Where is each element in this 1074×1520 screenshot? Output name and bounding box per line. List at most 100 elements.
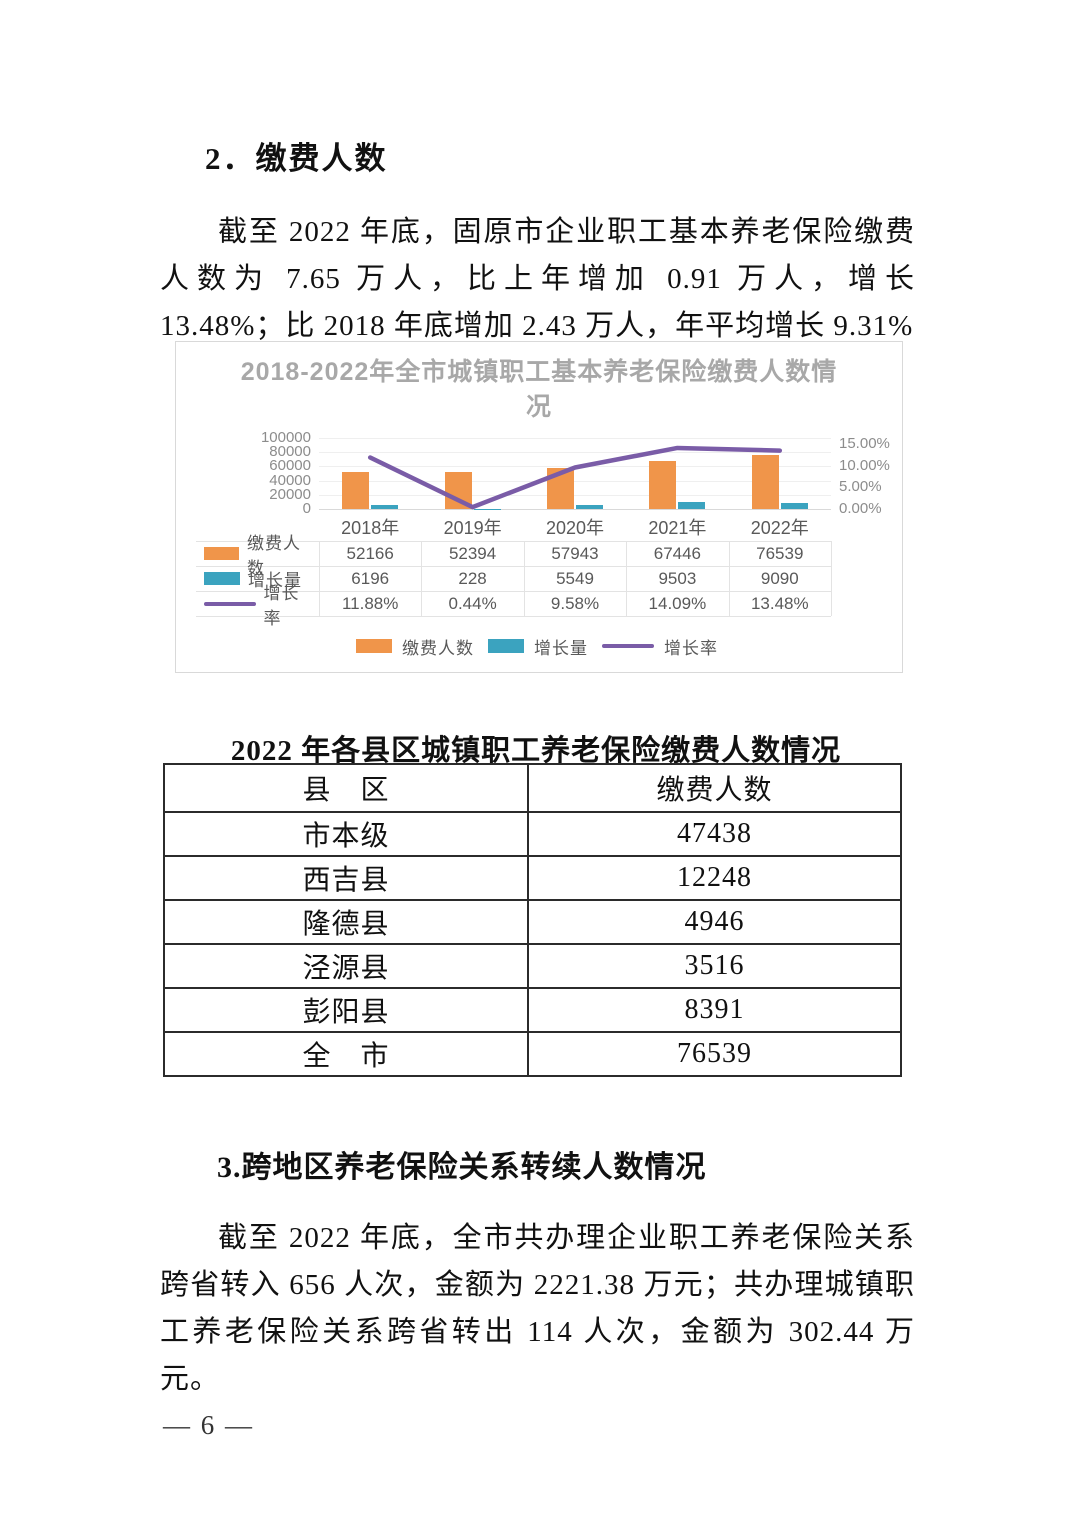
legend-line-swatch-增长率 <box>602 644 654 648</box>
bar-缴费人数 <box>751 454 779 509</box>
section-3-heading: 3.跨地区养老保险关系转续人数情况 <box>217 1151 707 1184</box>
right-axis-tick-label: 0.00% <box>839 500 882 517</box>
chart-table-cell: 5549 <box>556 569 594 588</box>
legend-swatch-缴费人数 <box>356 639 392 653</box>
chart-table-gridline <box>626 541 628 616</box>
chart-table-gridline <box>196 541 831 542</box>
chart-table-cell: 14.09% <box>648 594 707 613</box>
left-axis-tick-label: 100000 <box>260 429 311 446</box>
chart-table-cell: 0.44% <box>448 594 497 613</box>
chart-table-cell: 9090 <box>760 569 799 588</box>
chart-table-cell: 9.58% <box>550 594 600 613</box>
chart-table-gridline <box>523 541 525 616</box>
chart-table-gridline <box>421 541 423 616</box>
left-axis-tick-label: 20000 <box>269 485 311 503</box>
bar-增长量 <box>371 504 399 509</box>
chart-series-label: 增长率 <box>263 583 300 628</box>
chart-legend: 缴费人数 增长量 增长率 <box>176 634 902 658</box>
chart-series-label: 缴费人数 <box>247 533 301 578</box>
left-axis-tick-label: 0 <box>302 500 311 517</box>
table-row: 彭阳县 8391 <box>162 987 902 1033</box>
bar-增长量 <box>576 505 603 509</box>
table-row: 全 市 76539 <box>162 1031 902 1077</box>
bar-swatch-增长量 <box>204 572 240 585</box>
chart-title: 2018-2022年全市城镇职工基本养老保险缴费人数情况 <box>240 358 838 421</box>
table-row: 泾源县 3516 <box>162 943 902 989</box>
gridline <box>319 452 831 454</box>
right-axis-tick-label: 5.00% <box>839 478 882 496</box>
line-swatch-增长率 <box>204 601 256 606</box>
county-name: 西吉县 <box>162 855 530 901</box>
bar-缴费人数 <box>547 467 574 509</box>
county-value: 4946 <box>527 899 902 945</box>
county-value: 76539 <box>527 1031 902 1077</box>
section-2-heading: 2．缴费人数 <box>205 141 388 176</box>
chart-series-label: 增长量 <box>248 571 302 590</box>
table-row: 市本级 47438 <box>162 811 902 857</box>
bar-swatch-缴费人数 <box>204 547 239 560</box>
county-name: 市本级 <box>162 811 530 857</box>
county-value: 3516 <box>527 943 902 989</box>
county-header-count: 缴费人数 <box>527 763 902 813</box>
bar-增长量 <box>780 502 808 509</box>
chart-table-gridline <box>831 541 832 616</box>
chart-table-cell: 13.48% <box>750 594 809 613</box>
county-value: 47438 <box>527 811 902 857</box>
chart-table-cell: 57943 <box>551 544 599 563</box>
legend-label: 增长率 <box>664 638 718 658</box>
left-axis-tick-label: 60000 <box>269 457 311 475</box>
chart-table-cell: 76539 <box>756 544 804 563</box>
table-row: 西吉县 12248 <box>162 855 902 901</box>
chart-table-series-key: 缴费人数 <box>204 534 317 578</box>
section-2-paragraph: 截至 2022 年底，固原市企业职工基本养老保险缴费人数为 7.65 万人，比上… <box>160 216 915 342</box>
county-table-header-row: 县 区 缴费人数 <box>162 763 902 813</box>
chart-table-series-key: 增长率 <box>204 584 317 628</box>
chart-table-cell: 9503 <box>658 569 697 588</box>
county-name: 泾源县 <box>162 943 530 989</box>
x-axis-category-label: 2019年 <box>443 518 502 538</box>
county-name: 全 市 <box>162 1031 530 1077</box>
gridline <box>319 509 831 510</box>
legend-swatch-增长量 <box>488 639 524 653</box>
chart-canvas: 100000 80000 60000 40000 20000 0 15.00% 10.00% 5… <box>176 342 902 672</box>
bar-缴费人数 <box>444 471 472 509</box>
left-axis-tick-label: 80000 <box>269 443 311 461</box>
chart-table-cell: 228 <box>458 569 487 588</box>
county-name: 彭阳县 <box>162 987 530 1033</box>
chart-table-cell: 6196 <box>351 569 390 588</box>
x-axis-category-label: 2018年 <box>341 518 400 538</box>
table-row: 隆德县 4946 <box>162 899 902 945</box>
chart-table-gridline <box>728 541 730 616</box>
x-axis-category-label: 2020年 <box>545 518 605 538</box>
gridline <box>319 438 831 439</box>
bar-增长量 <box>678 502 706 509</box>
legend-label: 缴费人数 <box>402 638 474 658</box>
x-axis-category-label: 2021年 <box>648 518 707 538</box>
chart-table-cell: 11.88% <box>341 594 399 613</box>
chart-table-series-key: 增长量 <box>204 566 317 591</box>
legend-label: 增长量 <box>534 638 588 658</box>
chart-table-gridline <box>196 591 831 592</box>
county-header-region: 县 区 <box>162 763 530 813</box>
chart-table-gridline <box>196 566 831 567</box>
x-axis-category-label: 2022年 <box>750 518 809 538</box>
bar-缴费人数 <box>649 461 677 509</box>
chart-table-cell: 52394 <box>448 544 497 563</box>
chart-table-cell: 52166 <box>346 544 394 563</box>
bar-缴费人数 <box>342 471 370 509</box>
county-value: 8391 <box>527 987 902 1033</box>
pension-contributors-chart: 2018-2022年全市城镇职工基本养老保险缴费人数情况 100000 80000… <box>175 341 903 673</box>
county-table-title: 2022 年各县区城镇职工养老保险缴费人数情况 <box>230 735 842 767</box>
county-value: 12248 <box>527 855 902 901</box>
left-axis-tick-label: 40000 <box>269 471 311 489</box>
right-axis-tick-label: 15.00% <box>839 435 890 452</box>
county-name: 隆德县 <box>162 899 530 945</box>
page-number: — 6 — <box>163 1410 254 1440</box>
chart-table-cell: 67446 <box>653 544 702 563</box>
county-table: 县 区 缴费人数 市本级 47438 西吉县 12248 隆德县 4946 泾源… <box>162 763 902 1077</box>
chart-table-gridline <box>319 541 320 616</box>
section-3-paragraph: 截至 2022 年底，全市共办理企业职工养老保险关系跨省转入 656 人次，金额… <box>160 1222 915 1395</box>
right-axis-tick-label: 10.00% <box>839 456 890 474</box>
chart-table-gridline <box>196 616 831 617</box>
